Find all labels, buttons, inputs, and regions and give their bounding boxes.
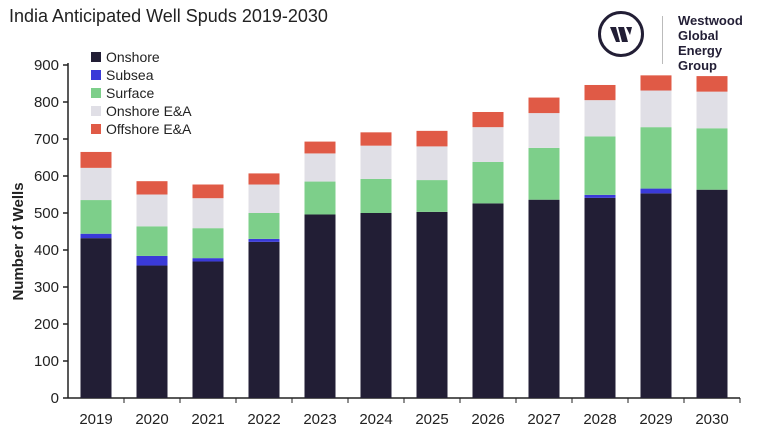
legend-swatch [91, 88, 101, 98]
bar-segment-offshore-e-a [640, 75, 672, 91]
bar-segment-surface [248, 213, 280, 239]
bar-segment-subsea [192, 258, 224, 262]
bar-segment-onshore-e-a [80, 167, 112, 201]
y-tick-label: 900 [34, 57, 59, 74]
legend-label: Surface [106, 85, 154, 101]
bar-segment-surface [640, 127, 672, 189]
y-tick-label: 700 [34, 131, 59, 148]
y-tick-label: 800 [34, 94, 59, 111]
y-tick-label: 100 [34, 353, 59, 370]
bar-segment-offshore-e-a [360, 132, 392, 146]
y-tick-label: 400 [34, 242, 59, 259]
x-tick-label: 2029 [639, 411, 672, 428]
bar-segment-onshore [584, 197, 616, 398]
bar-segment-onshore [416, 211, 448, 398]
legend-label: Onshore E&A [106, 103, 192, 119]
bar-segment-offshore-e-a [696, 76, 728, 92]
y-tick-label: 300 [34, 279, 59, 296]
bar-segment-onshore-e-a [696, 91, 728, 129]
bar-segment-onshore-e-a [360, 145, 392, 179]
bar-segment-offshore-e-a [248, 173, 280, 185]
bar-segment-subsea [136, 255, 168, 266]
westwood-logo: Westwood Global Energy Group [596, 8, 766, 73]
bar-segment-surface [528, 147, 560, 200]
bar-segment-onshore [304, 214, 336, 398]
bar-segment-offshore-e-a [80, 151, 112, 168]
bar-segment-onshore [472, 203, 504, 398]
bar-segment-subsea [248, 238, 280, 242]
bar-segment-surface [192, 228, 224, 259]
bar-segment-surface [696, 128, 728, 190]
x-tick-label: 2027 [527, 411, 560, 428]
legend-swatch [91, 124, 101, 134]
bar-segment-onshore-e-a [304, 153, 336, 182]
x-tick-label: 2021 [191, 411, 224, 428]
chart-title: India Anticipated Well Spuds 2019-2030 [9, 6, 328, 26]
bar-segment-onshore-e-a [584, 100, 616, 137]
bar-segment-onshore [136, 265, 168, 398]
legend-swatch [91, 52, 101, 62]
bar-segment-surface [80, 200, 112, 234]
bar-segment-onshore-e-a [248, 184, 280, 213]
bar-segment-offshore-e-a [192, 184, 224, 199]
bar-segment-onshore [640, 193, 672, 398]
x-tick-label: 2030 [695, 411, 728, 428]
x-tick-label: 2028 [583, 411, 616, 428]
logo-divider [662, 16, 663, 64]
bar-segment-onshore-e-a [192, 198, 224, 229]
y-tick-label: 200 [34, 316, 59, 333]
bar-segment-onshore-e-a [640, 90, 672, 128]
x-tick-label: 2025 [415, 411, 448, 428]
bar-segment-subsea [640, 188, 672, 194]
legend-label: Offshore E&A [106, 121, 192, 137]
bar-segment-surface [472, 161, 504, 204]
bar-segment-onshore [528, 199, 560, 398]
logo-text: Westwood Global Energy Group [678, 13, 743, 73]
logo-w-icon [598, 11, 644, 57]
bar-segment-offshore-e-a [304, 141, 336, 154]
x-tick-label: 2022 [247, 411, 280, 428]
y-tick-label: 0 [51, 390, 59, 407]
bar-segment-onshore-e-a [472, 127, 504, 162]
x-tick-label: 2024 [359, 411, 392, 428]
bar-segment-offshore-e-a [416, 130, 448, 147]
bar-segment-subsea [80, 233, 112, 239]
legend-label: Onshore [106, 49, 160, 65]
x-tick-label: 2020 [135, 411, 168, 428]
bar-segment-offshore-e-a [136, 181, 168, 195]
y-tick-label: 600 [34, 168, 59, 185]
bar-segment-onshore [248, 241, 280, 398]
bar-segment-surface [136, 226, 168, 256]
y-tick-label: 500 [34, 205, 59, 222]
x-tick-label: 2026 [471, 411, 504, 428]
bar-segment-onshore [696, 189, 728, 398]
bar-segment-surface [584, 136, 616, 195]
x-tick-label: 2019 [79, 411, 112, 428]
bar-segment-onshore [360, 213, 392, 398]
bar-segment-surface [416, 180, 448, 212]
bar-segment-onshore-e-a [528, 113, 560, 148]
bar-segment-surface [304, 181, 336, 215]
bar-segment-onshore-e-a [136, 194, 168, 227]
legend-swatch [91, 106, 101, 116]
bar-segment-offshore-e-a [472, 111, 504, 128]
bar-segment-offshore-e-a [584, 84, 616, 101]
legend-swatch [91, 70, 101, 80]
legend-label: Subsea [106, 67, 154, 83]
bar-segment-offshore-e-a [528, 97, 560, 114]
y-axis-label: Number of Wells [10, 182, 27, 300]
bar-segment-onshore-e-a [416, 146, 448, 181]
bar-segment-onshore [80, 238, 112, 398]
bar-segment-subsea [584, 194, 616, 198]
x-tick-label: 2023 [303, 411, 336, 428]
bar-segment-surface [360, 178, 392, 213]
bar-segment-onshore [192, 261, 224, 398]
